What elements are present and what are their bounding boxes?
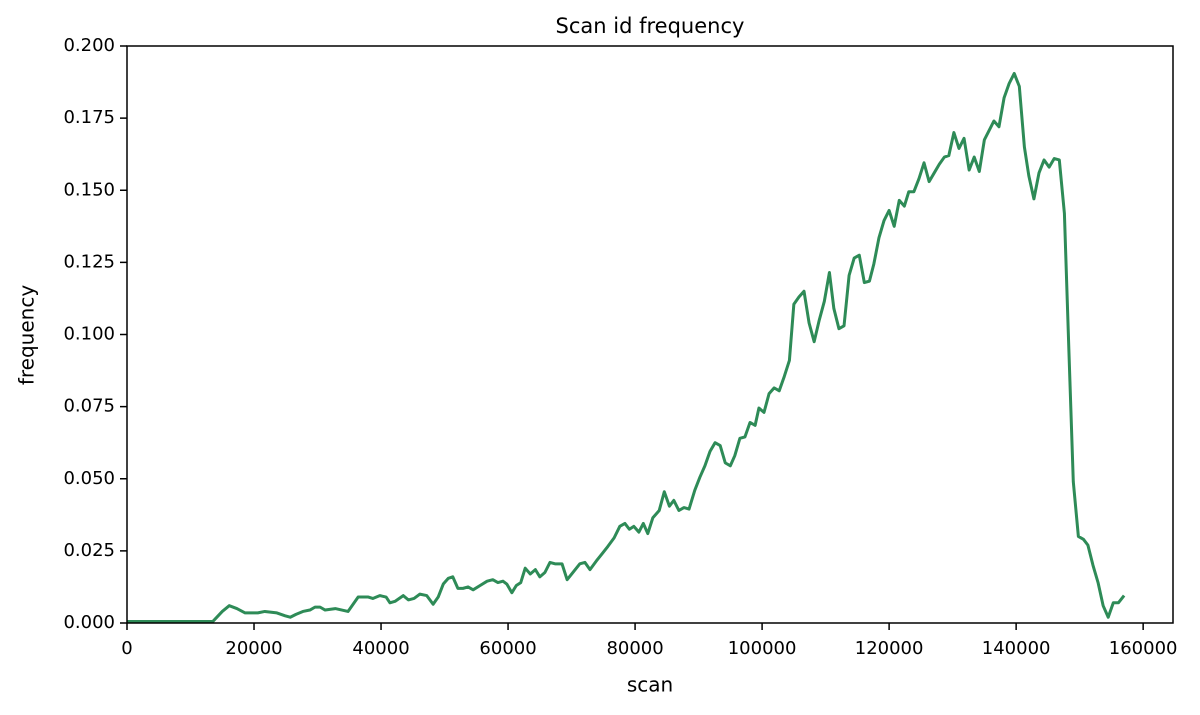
- y-tick-label: 0.075: [63, 396, 115, 417]
- y-tick-label: 0.000: [63, 612, 115, 633]
- y-tick-label: 0.100: [63, 324, 115, 345]
- y-tick-label: 0.200: [63, 35, 115, 56]
- plot-frame: [126, 45, 1174, 624]
- x-tick-label: 100000: [728, 638, 797, 659]
- y-axis-label: frequency: [15, 285, 39, 385]
- x-tick-label: 140000: [982, 638, 1051, 659]
- y-tick-label: 0.125: [63, 251, 115, 272]
- x-tick-label: 0: [121, 638, 132, 659]
- x-tick-label: 20000: [225, 638, 282, 659]
- x-tick-label: 120000: [855, 638, 924, 659]
- y-tick-label: 0.175: [63, 107, 115, 128]
- x-tick-label: 80000: [606, 638, 663, 659]
- data-line: [127, 71, 1126, 624]
- y-tick-label: 0.050: [63, 468, 115, 489]
- x-tick-label: 60000: [479, 638, 536, 659]
- chart-title: Scan id frequency: [556, 14, 745, 38]
- x-axis-label: scan: [627, 673, 673, 697]
- y-tick-label: 0.150: [63, 179, 115, 200]
- y-tick-label: 0.025: [63, 540, 115, 561]
- x-tick-label: 40000: [352, 638, 409, 659]
- x-tick-label: 160000: [1109, 638, 1178, 659]
